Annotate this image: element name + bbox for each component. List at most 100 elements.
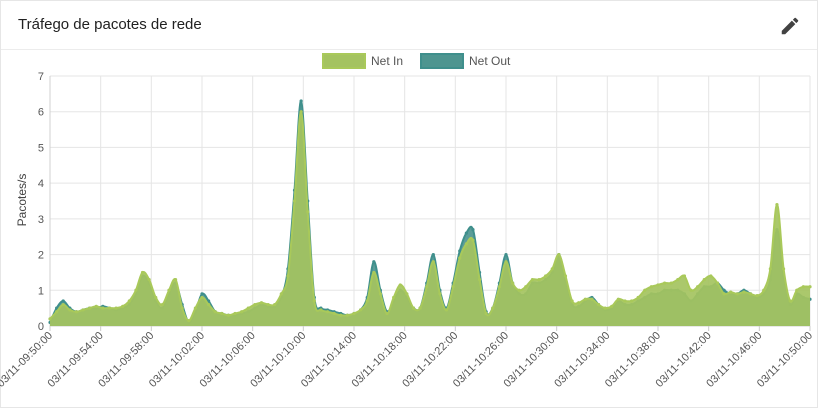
data-point[interactable] [273, 302, 277, 307]
data-point[interactable] [398, 283, 402, 287]
data-point[interactable] [570, 299, 574, 303]
data-point[interactable] [444, 308, 449, 312]
data-point[interactable] [68, 308, 72, 312]
data-point[interactable] [663, 281, 667, 285]
data-point[interactable] [339, 313, 343, 317]
data-point[interactable] [458, 256, 462, 260]
data-point[interactable] [788, 299, 792, 303]
data-point[interactable] [246, 306, 250, 310]
data-point[interactable] [544, 274, 548, 278]
data-point[interactable] [392, 295, 396, 300]
data-point[interactable] [669, 281, 673, 285]
data-point[interactable] [319, 308, 323, 312]
data-point[interactable] [616, 297, 620, 301]
data-point[interactable] [160, 302, 164, 307]
data-point[interactable] [207, 302, 211, 307]
data-point[interactable] [511, 281, 515, 285]
data-point[interactable] [200, 295, 204, 300]
data-point[interactable] [722, 288, 726, 292]
data-point[interactable] [372, 270, 376, 275]
data-point[interactable] [167, 288, 171, 292]
data-point[interactable] [61, 302, 65, 307]
data-point[interactable] [504, 252, 508, 257]
data-point[interactable] [781, 267, 786, 271]
data-point[interactable] [610, 304, 614, 308]
data-point[interactable] [306, 210, 310, 214]
data-point[interactable] [742, 290, 746, 294]
data-point[interactable] [299, 110, 303, 114]
data-point[interactable] [431, 252, 435, 257]
data-point[interactable] [114, 306, 118, 310]
data-point[interactable] [682, 274, 687, 278]
data-point[interactable] [312, 299, 316, 303]
data-point[interactable] [173, 277, 178, 282]
data-point[interactable] [220, 311, 224, 316]
data-point[interactable] [537, 277, 541, 282]
data-point[interactable] [808, 285, 812, 289]
data-point[interactable] [438, 292, 442, 296]
data-point[interactable] [365, 299, 369, 303]
data-point[interactable] [147, 277, 151, 282]
data-point[interactable] [81, 308, 85, 312]
data-point[interactable] [292, 199, 297, 203]
data-point[interactable] [266, 302, 270, 307]
data-point[interactable] [484, 311, 488, 316]
data-point[interactable] [762, 288, 766, 292]
data-point[interactable] [107, 306, 112, 310]
data-point[interactable] [207, 299, 211, 303]
data-point[interactable] [596, 302, 601, 307]
data-point[interactable] [405, 292, 409, 296]
data-point[interactable] [649, 285, 653, 289]
data-point[interactable] [795, 288, 799, 292]
data-point[interactable] [471, 238, 475, 242]
data-point[interactable] [345, 313, 349, 317]
data-point[interactable] [563, 274, 568, 278]
data-point[interactable] [378, 292, 383, 296]
data-point[interactable] [517, 288, 521, 292]
data-point[interactable] [74, 310, 79, 314]
data-point[interactable] [451, 285, 455, 289]
data-point[interactable] [557, 252, 561, 257]
data-point[interactable] [226, 313, 231, 317]
data-point[interactable] [715, 281, 720, 285]
data-point[interactable] [431, 260, 435, 264]
data-point[interactable] [233, 311, 237, 316]
data-point[interactable] [583, 297, 587, 301]
legend-item-net-in[interactable]: Net In [322, 53, 403, 69]
data-point[interactable] [577, 301, 581, 305]
data-point[interactable] [359, 308, 363, 312]
data-point[interactable] [775, 202, 779, 207]
data-point[interactable] [471, 227, 475, 232]
data-point[interactable] [623, 299, 627, 303]
data-point[interactable] [140, 270, 145, 275]
data-point[interactable] [154, 295, 158, 300]
data-point[interactable] [61, 299, 65, 303]
data-point[interactable] [180, 306, 184, 310]
data-point[interactable] [325, 310, 330, 314]
data-point[interactable] [656, 283, 660, 287]
data-point[interactable] [127, 299, 131, 303]
data-point[interactable] [696, 285, 700, 289]
data-point[interactable] [48, 317, 52, 321]
data-point[interactable] [676, 277, 680, 282]
data-point[interactable] [643, 288, 647, 292]
data-point[interactable] [193, 306, 197, 310]
data-point[interactable] [524, 285, 528, 289]
data-point[interactable] [464, 242, 468, 246]
data-point[interactable] [200, 292, 204, 296]
data-point[interactable] [332, 311, 336, 316]
data-point[interactable] [491, 306, 495, 310]
data-point[interactable] [372, 260, 376, 264]
data-point[interactable] [497, 285, 501, 289]
data-point[interactable] [755, 294, 759, 298]
data-point[interactable] [425, 285, 429, 289]
data-point[interactable] [729, 290, 733, 294]
data-point[interactable] [418, 306, 422, 310]
data-point[interactable] [477, 277, 482, 282]
data-point[interactable] [722, 292, 726, 296]
data-point[interactable] [702, 277, 706, 282]
pencil-icon[interactable] [779, 15, 801, 37]
data-point[interactable] [464, 231, 468, 235]
data-point[interactable] [187, 319, 191, 323]
data-point[interactable] [253, 302, 257, 307]
